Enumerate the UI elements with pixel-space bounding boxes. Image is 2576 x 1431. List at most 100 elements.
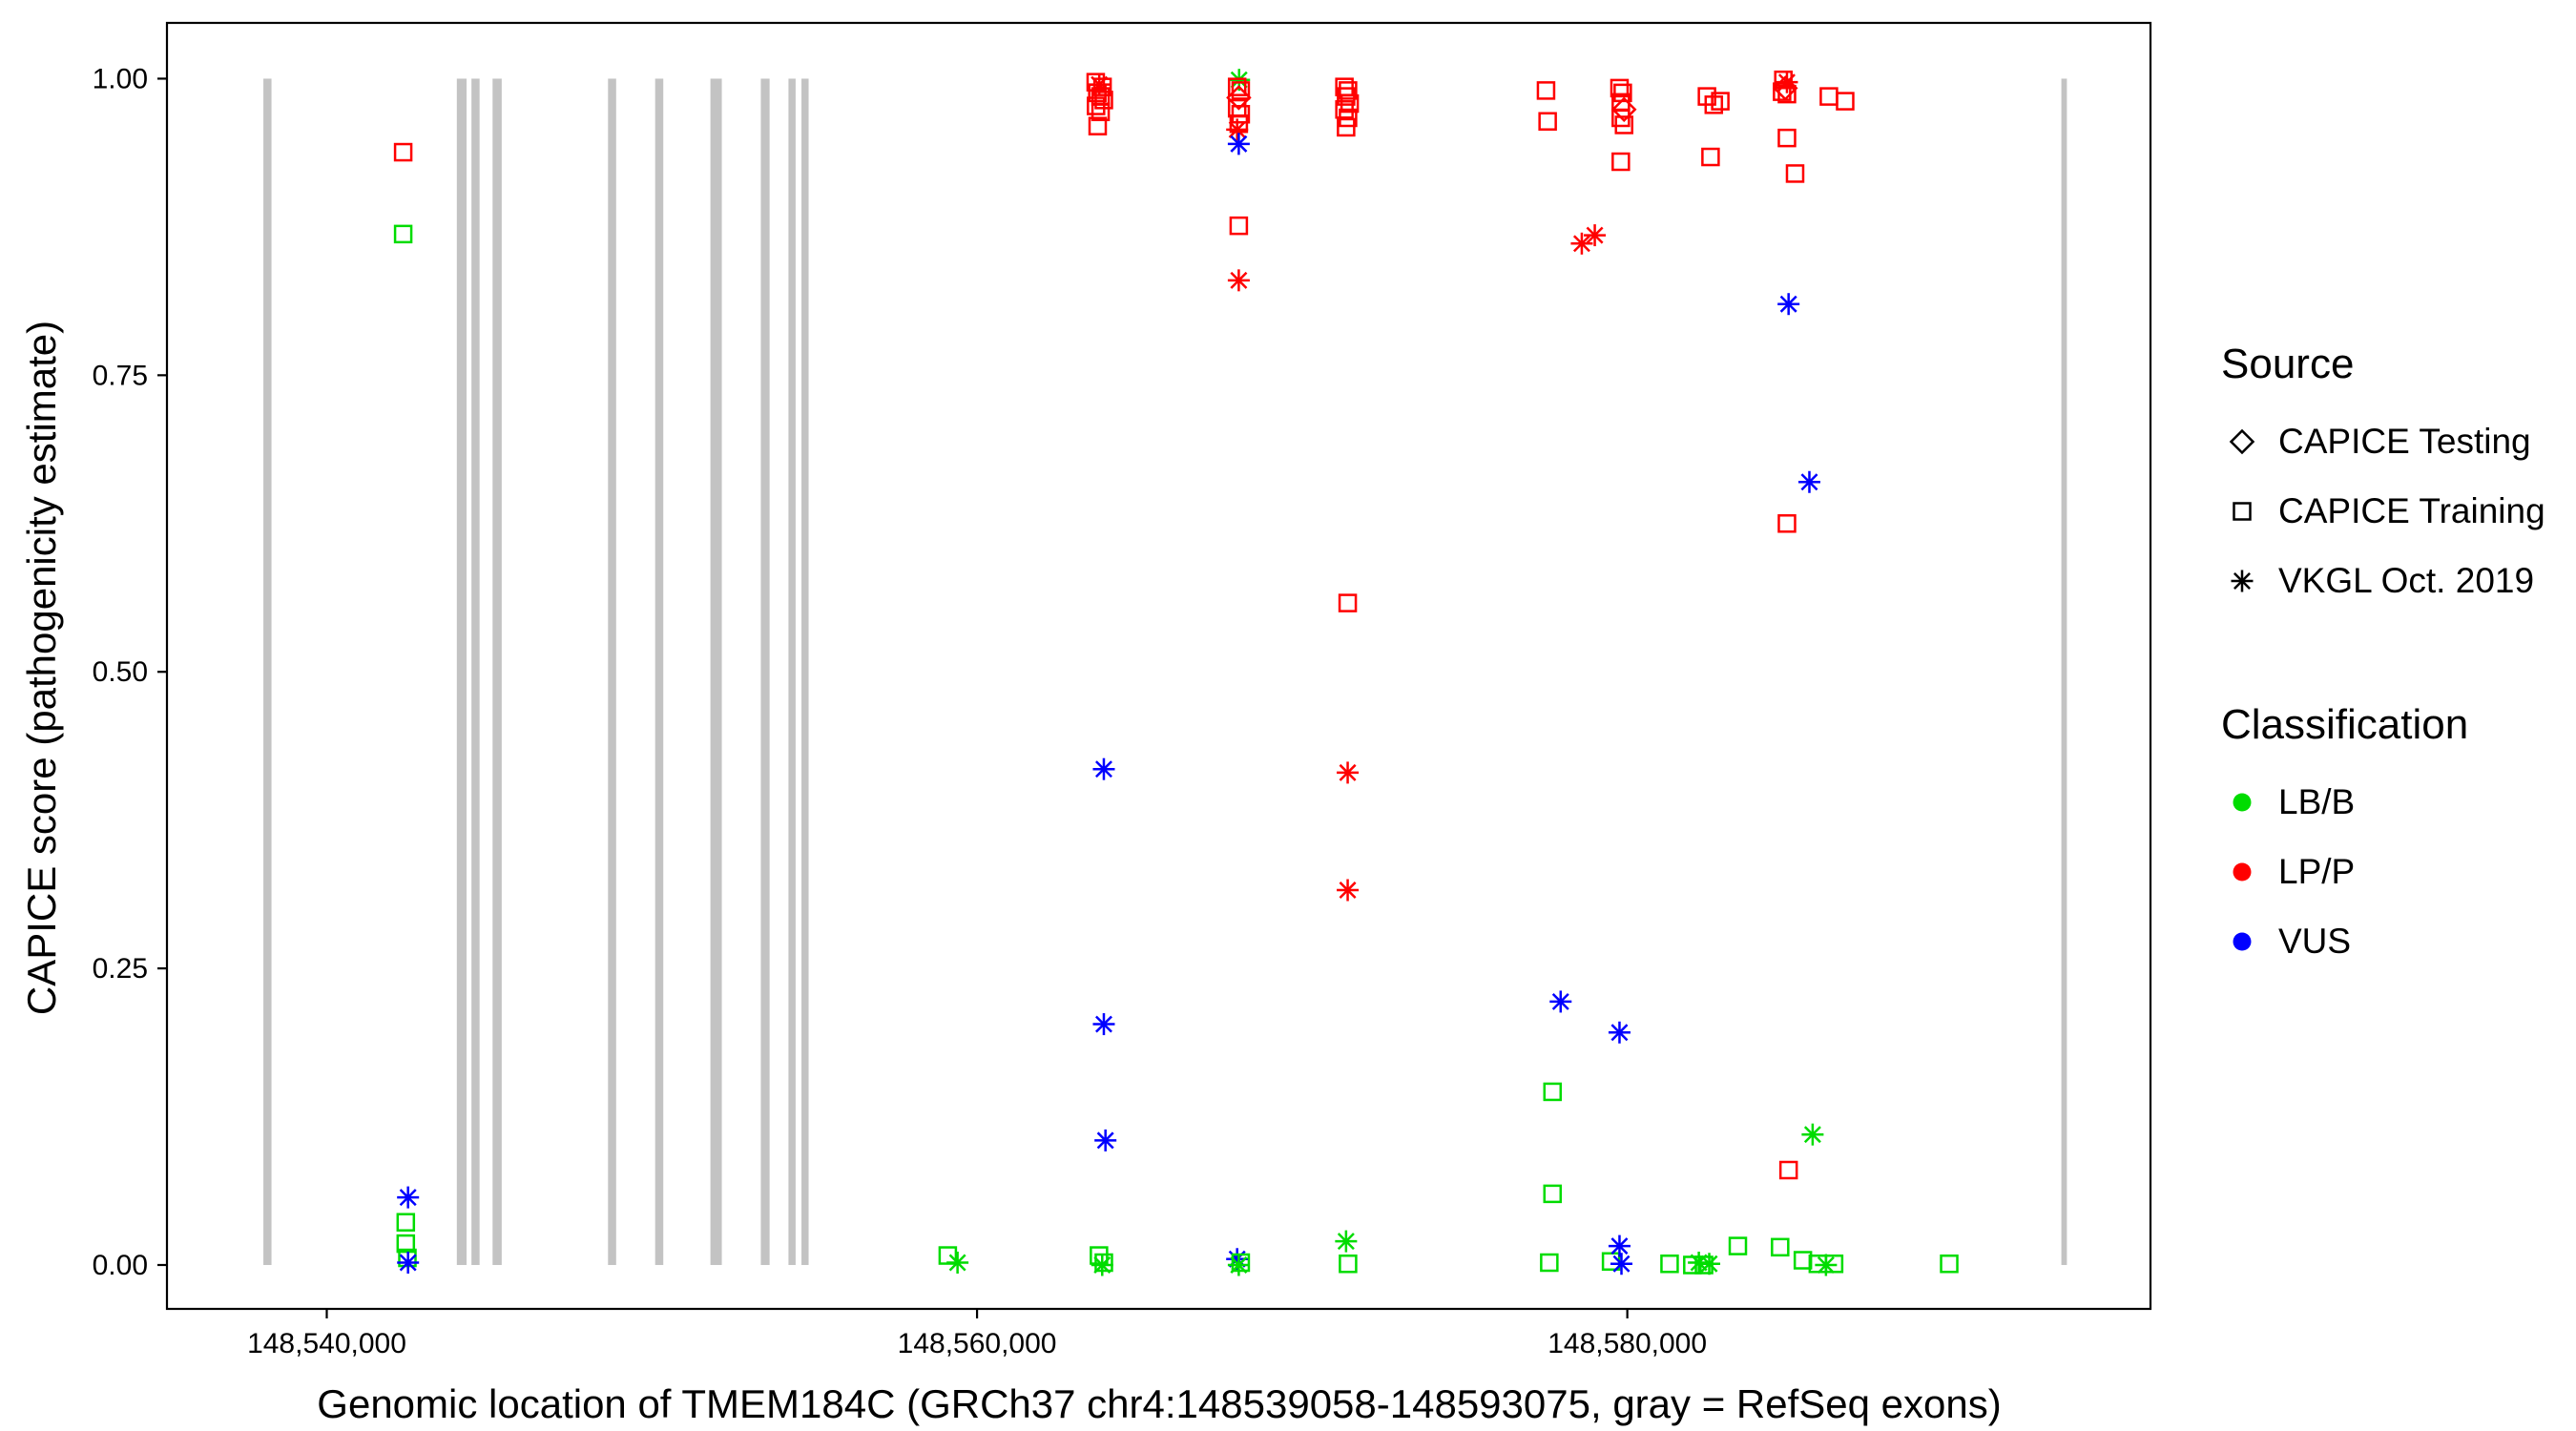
data-point-circle — [2233, 793, 2252, 812]
data-point-square — [1540, 1253, 1559, 1273]
data-point-asterisk — [1797, 470, 1820, 493]
data-point-asterisk — [1226, 118, 1249, 141]
data-point-asterisk — [1092, 757, 1115, 780]
data-point-square — [1339, 108, 1358, 128]
legend-item-vus: VUS — [2221, 907, 2545, 977]
legend-source-title: Source — [2221, 341, 2355, 387]
data-point-asterisk — [1608, 1234, 1631, 1257]
data-point-asterisk — [1610, 1253, 1633, 1275]
data-point-square — [1785, 164, 1805, 183]
data-point-asterisk — [946, 1252, 969, 1275]
data-point-square — [1092, 77, 1112, 96]
asterisk-icon — [2221, 560, 2263, 602]
data-point-square — [1704, 95, 1724, 114]
data-point-square — [1793, 1251, 1813, 1270]
data-point-square — [1819, 87, 1839, 106]
data-point-asterisk — [1337, 879, 1360, 902]
data-point-square — [1091, 102, 1111, 122]
panel-border — [165, 21, 2152, 1311]
data-point-square — [1088, 116, 1108, 135]
data-point-asterisk — [397, 1186, 420, 1209]
data-point-square — [1339, 81, 1358, 100]
exon-bar — [788, 78, 796, 1265]
data-point-asterisk — [1549, 990, 1572, 1013]
data-point-square — [1340, 93, 1360, 114]
exon-bar — [263, 78, 272, 1265]
exon-bar — [2061, 78, 2067, 1265]
y-tick-label: 0.75 — [93, 360, 148, 391]
legend-item-vkgl: VKGL Oct. 2019 — [2221, 547, 2545, 616]
blue-dot-icon — [2221, 921, 2263, 963]
legend-group-source: Source CAPICE Testing CAPICE Training VK… — [2221, 340, 2545, 616]
data-point-square — [1777, 128, 1797, 148]
y-tick-label: 0.50 — [93, 656, 148, 688]
exon-bar — [801, 78, 809, 1265]
data-point-diamond — [1610, 96, 1637, 123]
data-point-asterisk — [1608, 1021, 1631, 1044]
legend-classification-title: Classification — [2221, 700, 2469, 748]
data-point-asterisk — [1227, 133, 1250, 156]
exon-bar — [471, 78, 480, 1265]
data-point-square — [1614, 115, 1633, 135]
data-point-square — [1536, 81, 1556, 100]
y-tick-label: 1.00 — [93, 63, 148, 94]
green-dot-icon — [2221, 781, 2263, 823]
data-point-square — [1777, 514, 1797, 533]
legend-item-label: VKGL Oct. 2019 — [2278, 561, 2535, 601]
data-point-asterisk — [1584, 224, 1607, 247]
data-point-asterisk — [1094, 1129, 1117, 1151]
data-point-square — [938, 1246, 958, 1265]
data-point-square — [1543, 1184, 1563, 1204]
data-point-square — [1231, 1253, 1251, 1273]
data-point-square — [1538, 112, 1557, 131]
exon-bar — [710, 78, 722, 1265]
data-point-square — [1086, 73, 1106, 92]
exon-bar — [456, 78, 467, 1265]
square-icon — [2221, 490, 2263, 532]
data-point-square — [1778, 1160, 1798, 1180]
data-point-square — [1543, 1082, 1563, 1102]
x-tick-label: 148,540,000 — [247, 1328, 406, 1359]
legend-item-capice-training: CAPICE Training — [2221, 477, 2545, 547]
data-point-square — [1701, 147, 1720, 167]
data-point-asterisk — [1570, 232, 1593, 255]
legend-item-label: CAPICE Testing — [2278, 422, 2531, 462]
data-point-circle — [2233, 862, 2252, 881]
legend: Source CAPICE Testing CAPICE Training VK… — [2221, 340, 2545, 977]
data-point-asterisk — [397, 1252, 420, 1275]
exons-layer — [263, 78, 2067, 1265]
data-point-asterisk — [1337, 761, 1360, 784]
data-point-square — [1087, 96, 1106, 115]
data-point-square — [1774, 70, 1793, 90]
data-point-square — [1728, 1236, 1748, 1255]
data-point-square — [1940, 1254, 1959, 1274]
exon-bar — [654, 78, 664, 1265]
data-point-square — [1824, 1254, 1844, 1274]
x-axis-title: Genomic location of TMEM184C (GRCh37 chr… — [317, 1381, 2002, 1426]
x-tick-label: 148,580,000 — [1548, 1328, 1707, 1359]
data-point-square — [1610, 78, 1630, 98]
data-point-square — [1338, 593, 1358, 612]
data-point-diamond — [2229, 429, 2255, 455]
data-point-asterisk — [1227, 269, 1250, 292]
data-point-asterisk — [1698, 1253, 1721, 1275]
diamond-icon — [2221, 421, 2263, 463]
data-point-asterisk — [2231, 570, 2254, 592]
exon-bar — [492, 78, 502, 1265]
legend-item-label: CAPICE Training — [2278, 491, 2545, 531]
data-point-square — [1773, 82, 1792, 101]
exon-bar — [760, 78, 770, 1265]
data-point-square — [1337, 117, 1356, 137]
data-point-square — [1777, 84, 1797, 104]
data-point-asterisk — [1091, 1254, 1113, 1276]
data-point-asterisk — [1801, 1123, 1824, 1146]
x-tick-label: 148,560,000 — [898, 1328, 1057, 1359]
data-point-square — [1231, 81, 1251, 100]
data-point-square — [1231, 105, 1251, 124]
axis-tick-labels: 148,540,000 148,560,000 148,580,000 0.00 0.2… — [93, 63, 1707, 1359]
data-point-square — [393, 142, 413, 162]
legend-item-label: VUS — [2278, 922, 2352, 962]
data-point-asterisk — [1777, 293, 1800, 316]
